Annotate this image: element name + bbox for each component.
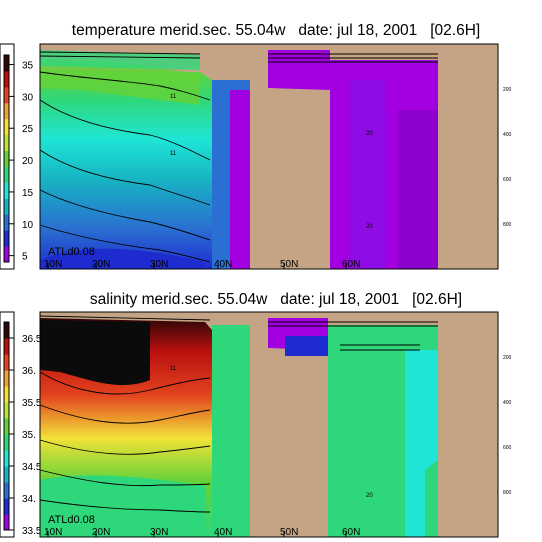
temperature-labrador-shelf (268, 50, 330, 90)
temperature-field-south (40, 70, 212, 269)
salinity-labrador-east (405, 350, 438, 537)
temperature-x-tick-label: 60N (342, 259, 360, 270)
salinity-x-tick-label: 50N (280, 527, 298, 538)
salinity-colorbar-tick-label: 35. (22, 430, 36, 441)
temperature-colorbar-tick-label: 15 (22, 188, 34, 199)
salinity-colorbar-swatch (4, 514, 9, 531)
temperature-colorbar-swatch (4, 102, 9, 120)
temperature-colorbar-tick-label: 5 (22, 252, 28, 263)
salinity-x-tick-label: 20N (92, 527, 110, 538)
salinity-watermark: ATLd0.08 (48, 514, 95, 526)
salinity-colorbar-tick-label: 33.5 (22, 526, 42, 537)
temperature-colorbar-tick-label: 20 (22, 156, 34, 167)
temperature-y-tick-label: 200 (503, 87, 512, 93)
temperature-colorbar-swatch (4, 166, 9, 183)
temperature-colorbar-swatch (4, 230, 9, 247)
salinity-colorbar-swatch (4, 322, 9, 339)
salinity-panel: 33.5 34. 34.5 35. 35.5 36. 36.5 10N 20N 30N 40N 50… (0, 311, 512, 538)
salinity-colorbar-swatch (4, 338, 9, 355)
temperature-colorbar-tick-label: 25 (22, 124, 34, 135)
temperature-colorbar-swatch (4, 246, 9, 263)
temperature-colorbar-swatch (4, 86, 9, 104)
salinity-colorbar-swatch (4, 418, 9, 435)
temperature-colorbar (0, 43, 15, 270)
temperature-deep-layer (40, 248, 205, 269)
temperature-cold-column (230, 90, 250, 269)
salinity-colorbar-swatch (4, 466, 9, 483)
temperature-colorbar-swatch (4, 118, 9, 136)
salinity-colorbar-tick-label: 36.5 (22, 334, 42, 345)
temperature-x-tick-label: 30N (150, 259, 168, 270)
temperature-colorbar-tick-label: 30 (22, 92, 34, 103)
salinity-colorbar-swatch (4, 498, 9, 515)
salinity-x-tick-label: 30N (150, 527, 168, 538)
temperature-y-tick-label: 800 (503, 222, 512, 228)
salinity-contours (39, 315, 438, 513)
salinity-x-tick-label: 60N (342, 527, 360, 538)
temperature-colorbar-tick-label: 10 (22, 220, 34, 231)
temperature-colorbar-swatch (4, 55, 9, 72)
temperature-x-tick-label: 40N (214, 259, 232, 270)
salinity-colorbar-tick-label: 34.5 (22, 462, 42, 473)
temperature-surface-layer (40, 50, 200, 70)
temperature-colorbar-tick-label: 35 (22, 61, 34, 72)
temperature-x-tick-label: 50N (280, 259, 298, 270)
temperature-colorbar-swatch (4, 70, 9, 88)
temperature-panel: 5 10 15 20 25 30 35 10N 20N 30N 40N 50N 60N 200 400 6… (0, 43, 512, 270)
temperature-colorbar-swatch (4, 150, 9, 167)
salinity-inline-label: 11 (170, 366, 177, 372)
salinity-gulfstream-column (212, 325, 250, 537)
temperature-warm-layer (40, 60, 200, 105)
temperature-labrador-deep (398, 110, 438, 269)
salinity-chart-title: salinity merid.sec. 55.04w date: jul 18,… (89, 291, 463, 308)
salinity-colorbar-tick-label: 36. (22, 366, 36, 377)
salinity-y-tick-label: 200 (503, 355, 512, 361)
salinity-colorbar-tick-label: 34. (22, 494, 36, 505)
salinity-colorbar-swatch (4, 354, 9, 371)
temperature-chart-title: temperature merid.sec. 55.04w date: jul … (71, 22, 481, 39)
salinity-colorbar (0, 311, 15, 538)
salinity-colorbar-swatch (4, 482, 9, 499)
salinity-y-tick-label: 600 (503, 445, 512, 451)
salinity-inline-label: 20 (366, 493, 373, 499)
temperature-colorbar-swatch (4, 182, 9, 199)
temperature-inline-label: 11 (170, 94, 177, 100)
temperature-x-tick-label: 20N (92, 259, 110, 270)
salinity-colorbar-swatch (4, 434, 9, 451)
salinity-colorbar-tick-label: 35.5 (22, 398, 42, 409)
salinity-deep-layer (40, 475, 205, 537)
temperature-colorbar-swatch (4, 214, 9, 231)
salinity-x-tick-label: 40N (214, 527, 232, 538)
temperature-colorbar-swatch (4, 198, 9, 215)
salinity-max-core (40, 320, 150, 386)
temperature-inline-label: 11 (170, 151, 177, 157)
salinity-colorbar-swatch (4, 402, 9, 419)
temperature-labrador-core (350, 80, 385, 269)
salinity-colorbar-swatch (4, 370, 9, 387)
temperature-inline-label: 20 (366, 224, 373, 230)
temperature-y-tick-label: 400 (503, 132, 512, 138)
salinity-fresh-lens (285, 336, 328, 356)
salinity-y-tick-label: 800 (503, 490, 512, 496)
salinity-x-tick-label: 10N (44, 527, 62, 538)
temperature-x-tick-label: 10N (44, 259, 62, 270)
salinity-colorbar-swatch (4, 450, 9, 467)
salinity-colorbar-swatch (4, 386, 9, 403)
salinity-y-tick-label: 400 (503, 400, 512, 406)
temperature-inline-label: 20 (366, 131, 373, 137)
temperature-y-tick-label: 600 (503, 177, 512, 183)
temperature-colorbar-swatch (4, 134, 9, 152)
temperature-watermark: ATLd0.08 (48, 246, 95, 258)
temperature-contours (39, 51, 438, 263)
